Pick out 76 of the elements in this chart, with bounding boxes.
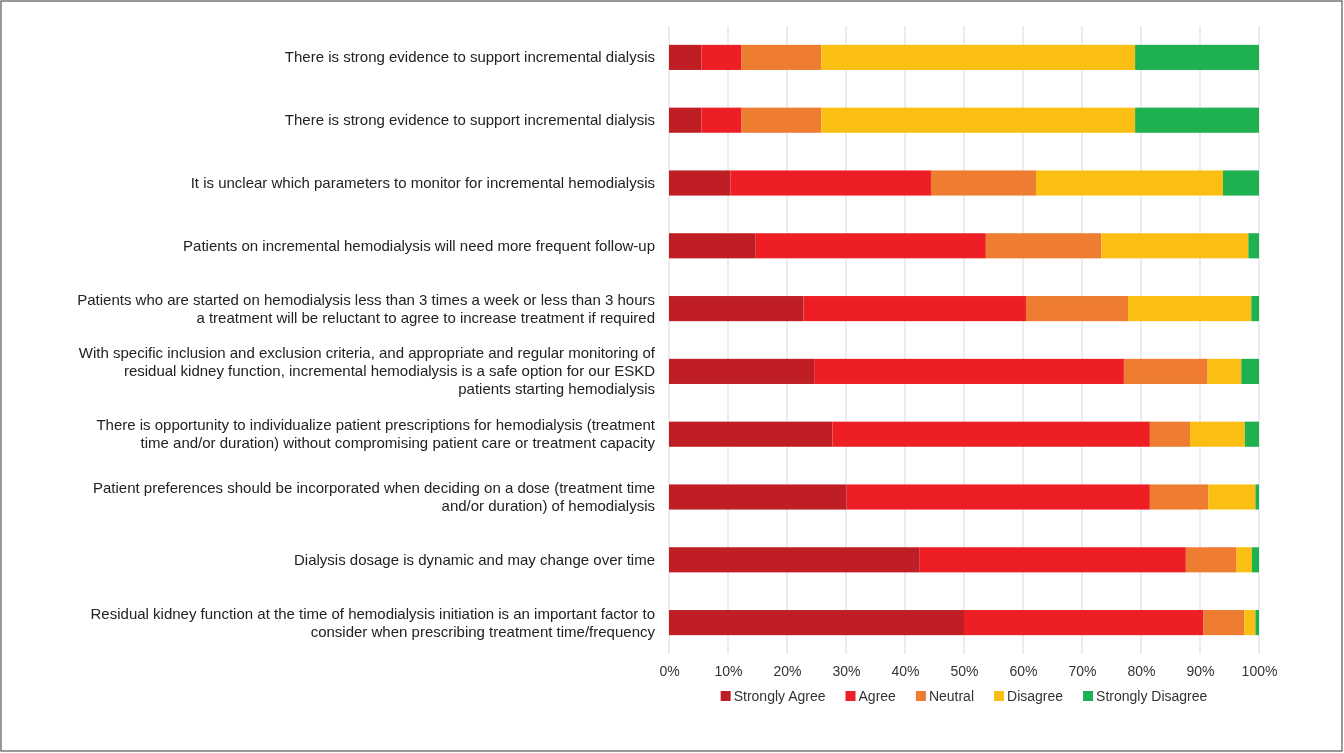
y-tick-label: Patients who are started on hemodialysis less than 3 times a week or less than 3 hours a treatment will be reluctant to agree to increase treatment if required [77,290,655,326]
bar [669,296,804,322]
x-tick-label: 20% [773,662,802,679]
x-tick-label: 50% [950,662,979,679]
bar [919,547,1186,573]
bar [1135,44,1259,70]
bar [669,358,815,384]
bar [730,170,931,196]
bar [803,296,1026,322]
bar [1185,547,1237,573]
y-tick-label: Residual kidney function at the time of hemodialysis initiation is an important factor to consider when prescribing treatment time/frequency [90,604,656,640]
x-tick-label: 70% [1068,662,1097,679]
y-tick-label: There is strong evidence to support incremental dialysis [284,48,655,66]
x-tick-label: 90% [1186,662,1215,679]
bar [1025,296,1129,322]
y-tick-label: It is unclear which parameters to monitor for incremental hemodialysis [190,174,655,191]
bar [669,421,833,447]
legend-label: Neutral [928,688,975,704]
bar [755,233,986,259]
bar [985,233,1102,259]
bar [1251,547,1259,573]
bar [1244,421,1259,447]
bar [1208,484,1256,510]
x-tick-label: 100% [1241,662,1278,679]
legend-label: Strongly Disagree [1096,688,1208,704]
bar [1128,296,1252,322]
bar [1207,358,1242,384]
bar [669,170,731,196]
bar [1244,610,1256,636]
bar [1149,484,1209,510]
bar [1123,358,1208,384]
bar [1101,233,1249,259]
bar [1149,421,1190,447]
bar [669,233,756,259]
bar [964,610,1204,636]
x-tick-label: 30% [832,662,861,679]
bar [669,610,964,636]
y-tick-label: Patient preferences should be incorporated when deciding on a dose (treatment time and/or duration) of hemodialysis [92,479,655,514]
y-tick-label: Patients on incremental hemodialysis will need more frequent follow-up [183,236,655,254]
bar [821,44,1136,70]
legend-label: Strongly Agree [733,688,826,704]
bar [1255,610,1259,636]
y-tick-label: With specific inclusion and exclusion criteria, and appropriate and regular monitoring of residual kidney function, incremental hemodialysis is a safe option for our ESKD patients starting hemodialysis [78,344,656,398]
bar [1255,484,1259,510]
bar [669,484,847,510]
x-tick-label: 40% [891,662,920,679]
bar [1203,610,1245,636]
bar [832,421,1150,447]
legend-label: Disagree [1007,688,1064,704]
x-tick-label: 10% [714,662,743,679]
y-tick-label: Dialysis dosage is dynamic and may change over time [293,550,655,568]
legend-label: Agree [858,688,897,704]
bar [669,547,920,573]
bar [669,44,702,70]
bar [701,107,742,133]
bar [741,44,822,70]
bar [741,107,822,133]
bar [669,107,702,133]
bar [1035,170,1224,196]
bar [1223,170,1259,196]
bar [1135,107,1259,133]
y-tick-label: There is opportunity to individualize patient prescriptions for hemodialysis (treatment time and/or duration) without compromising patient care or treatment capacity [96,416,656,452]
x-tick-label: 60% [1009,662,1038,679]
x-tick-label: 80% [1127,662,1156,679]
bar [930,170,1036,196]
bar [1241,358,1259,384]
bar [1236,547,1252,573]
bar [814,358,1124,384]
x-tick-label: 0% [659,662,680,679]
bar [846,484,1150,510]
bar [1251,296,1259,322]
bar [1248,233,1259,259]
bar [1189,421,1245,447]
y-tick-label: There is strong evidence to support incremental dialysis [284,111,655,129]
bar [701,44,742,70]
bar [821,107,1136,133]
